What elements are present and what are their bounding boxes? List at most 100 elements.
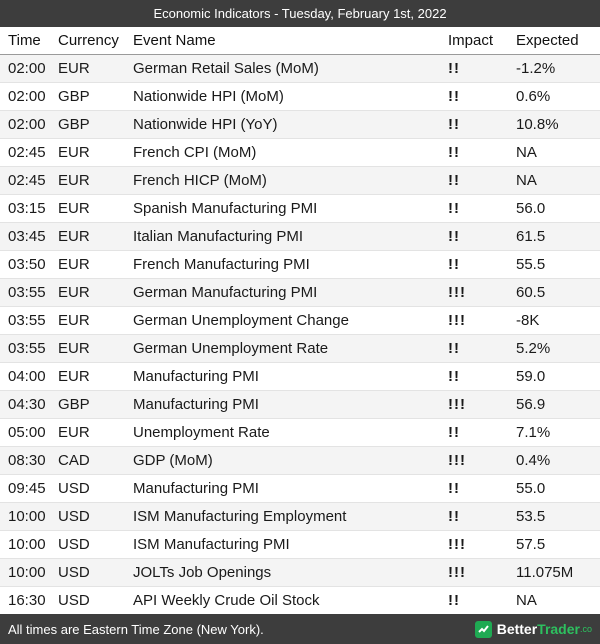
cell-impact: !!! <box>442 446 510 475</box>
cell-currency: EUR <box>52 306 127 335</box>
cell-currency: EUR <box>52 194 127 223</box>
cell-expected: 5.2% <box>510 334 600 363</box>
cell-impact: !!! <box>442 530 510 559</box>
cell-event: Unemployment Rate <box>127 418 442 447</box>
table-row: 16:30 USD API Weekly Crude Oil Stock!! NA <box>0 586 600 614</box>
cell-impact: !! <box>442 250 510 279</box>
cell-expected: NA <box>510 166 600 195</box>
cell-impact: !! <box>442 222 510 251</box>
cell-time: 02:00 <box>0 54 52 83</box>
cell-currency: GBP <box>52 82 127 111</box>
column-header-currency: Currency <box>52 27 127 55</box>
column-header-expected: Expected <box>510 27 600 55</box>
cell-time: 03:55 <box>0 334 52 363</box>
cell-expected: NA <box>510 586 600 614</box>
cell-time: 10:00 <box>0 558 52 587</box>
cell-event: API Weekly Crude Oil Stock <box>127 586 442 614</box>
cell-time: 02:45 <box>0 166 52 195</box>
column-header-event: Event Name <box>127 27 442 55</box>
table-row: 03:55 EUR German Unemployment Change!!! -8K <box>0 306 600 335</box>
cell-expected: 53.5 <box>510 502 600 531</box>
cell-expected: 56.0 <box>510 194 600 223</box>
cell-event: German Unemployment Change <box>127 306 442 335</box>
cell-time: 03:50 <box>0 250 52 279</box>
cell-expected: 0.6% <box>510 82 600 111</box>
cell-event: German Retail Sales (MoM) <box>127 54 442 83</box>
cell-event: GDP (MoM) <box>127 446 442 475</box>
cell-impact: !! <box>442 54 510 83</box>
header-bar: Economic Indicators - Tuesday, February … <box>0 0 600 27</box>
brand-text-trader: Trader <box>537 621 580 637</box>
cell-expected: 61.5 <box>510 222 600 251</box>
cell-expected: 55.0 <box>510 474 600 503</box>
cell-event: Italian Manufacturing PMI <box>127 222 442 251</box>
events-table-body: 02:00 EUR German Retail Sales (MoM)!! -1.2%… <box>0 54 600 614</box>
cell-currency: USD <box>52 586 127 614</box>
cell-currency: USD <box>52 502 127 531</box>
cell-time: 03:55 <box>0 278 52 307</box>
table-row: 08:30 CAD GDP (MoM)!!! 0.4% <box>0 446 600 475</box>
cell-impact: !! <box>442 586 510 614</box>
cell-currency: USD <box>52 530 127 559</box>
page-title: Economic Indicators - Tuesday, February … <box>153 6 447 21</box>
cell-time: 02:00 <box>0 110 52 139</box>
cell-expected: -8K <box>510 306 600 335</box>
footer-bar: All times are Eastern Time Zone (New Yor… <box>0 614 600 644</box>
cell-impact: !! <box>442 334 510 363</box>
table-row: 02:00 GBP Nationwide HPI (YoY)!! 10.8% <box>0 110 600 139</box>
cell-event: Nationwide HPI (MoM) <box>127 82 442 111</box>
cell-expected: 60.5 <box>510 278 600 307</box>
cell-event: JOLTs Job Openings <box>127 558 442 587</box>
cell-time: 02:00 <box>0 82 52 111</box>
cell-expected: 59.0 <box>510 362 600 391</box>
table-row: 10:00 USD JOLTs Job Openings!!! 11.075M <box>0 558 600 587</box>
cell-time: 05:00 <box>0 418 52 447</box>
cell-event: Manufacturing PMI <box>127 474 442 503</box>
cell-time: 16:30 <box>0 586 52 614</box>
table-row: 03:50 EUR French Manufacturing PMI!! 55.5 <box>0 250 600 279</box>
cell-impact: !!! <box>442 558 510 587</box>
table-row: 03:55 EUR German Manufacturing PMI!!! 60.5 <box>0 278 600 307</box>
cell-event: French HICP (MoM) <box>127 166 442 195</box>
bettertrader-logo-icon <box>474 620 492 638</box>
cell-time: 02:45 <box>0 138 52 167</box>
cell-expected: 11.075M <box>510 558 600 587</box>
cell-impact: !!! <box>442 390 510 419</box>
cell-impact: !! <box>442 502 510 531</box>
events-table-container: Time Currency Event Name Impact Expected… <box>0 27 600 614</box>
cell-event: ISM Manufacturing Employment <box>127 502 442 531</box>
cell-time: 03:55 <box>0 306 52 335</box>
cell-impact: !! <box>442 166 510 195</box>
table-row: 10:00 USD ISM Manufacturing Employment!! 53… <box>0 502 600 531</box>
cell-event: French Manufacturing PMI <box>127 250 442 279</box>
cell-impact: !!! <box>442 278 510 307</box>
cell-expected: 0.4% <box>510 446 600 475</box>
cell-currency: EUR <box>52 138 127 167</box>
cell-currency: USD <box>52 474 127 503</box>
cell-currency: GBP <box>52 110 127 139</box>
table-row: 03:55 EUR German Unemployment Rate!! 5.2% <box>0 334 600 363</box>
cell-event: Manufacturing PMI <box>127 390 442 419</box>
table-row: 10:00 USD ISM Manufacturing PMI!!! 57.5 <box>0 530 600 559</box>
cell-currency: GBP <box>52 390 127 419</box>
column-header-impact: Impact <box>442 27 510 55</box>
cell-time: 08:30 <box>0 446 52 475</box>
cell-impact: !! <box>442 82 510 111</box>
cell-time: 03:45 <box>0 222 52 251</box>
cell-impact: !! <box>442 362 510 391</box>
cell-expected: NA <box>510 138 600 167</box>
cell-event: Manufacturing PMI <box>127 362 442 391</box>
cell-currency: EUR <box>52 250 127 279</box>
cell-time: 10:00 <box>0 530 52 559</box>
cell-currency: EUR <box>52 222 127 251</box>
cell-currency: EUR <box>52 278 127 307</box>
cell-event: French CPI (MoM) <box>127 138 442 167</box>
timezone-note: All times are Eastern Time Zone (New Yor… <box>8 621 264 637</box>
cell-expected: 56.9 <box>510 390 600 419</box>
cell-currency: EUR <box>52 418 127 447</box>
cell-impact: !!! <box>442 306 510 335</box>
brand-text-suffix: .co <box>579 623 592 634</box>
cell-event: Spanish Manufacturing PMI <box>127 194 442 223</box>
cell-impact: !! <box>442 474 510 503</box>
events-table: Time Currency Event Name Impact Expected… <box>0 27 600 614</box>
